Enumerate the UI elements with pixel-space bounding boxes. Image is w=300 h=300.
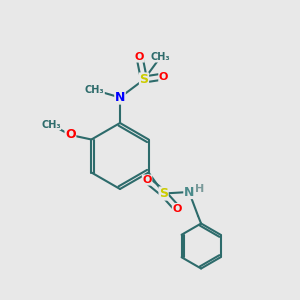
Text: O: O xyxy=(159,71,168,82)
Text: O: O xyxy=(142,175,152,185)
Text: CH₃: CH₃ xyxy=(41,119,61,130)
Text: N: N xyxy=(115,91,125,104)
Text: O: O xyxy=(65,128,76,142)
Text: H: H xyxy=(195,184,204,194)
Text: O: O xyxy=(172,203,182,214)
Text: CH₃: CH₃ xyxy=(85,85,104,95)
Text: N: N xyxy=(184,185,194,199)
Text: S: S xyxy=(159,187,168,200)
Text: S: S xyxy=(140,73,148,86)
Text: O: O xyxy=(135,52,144,62)
Text: CH₃: CH₃ xyxy=(151,52,170,62)
